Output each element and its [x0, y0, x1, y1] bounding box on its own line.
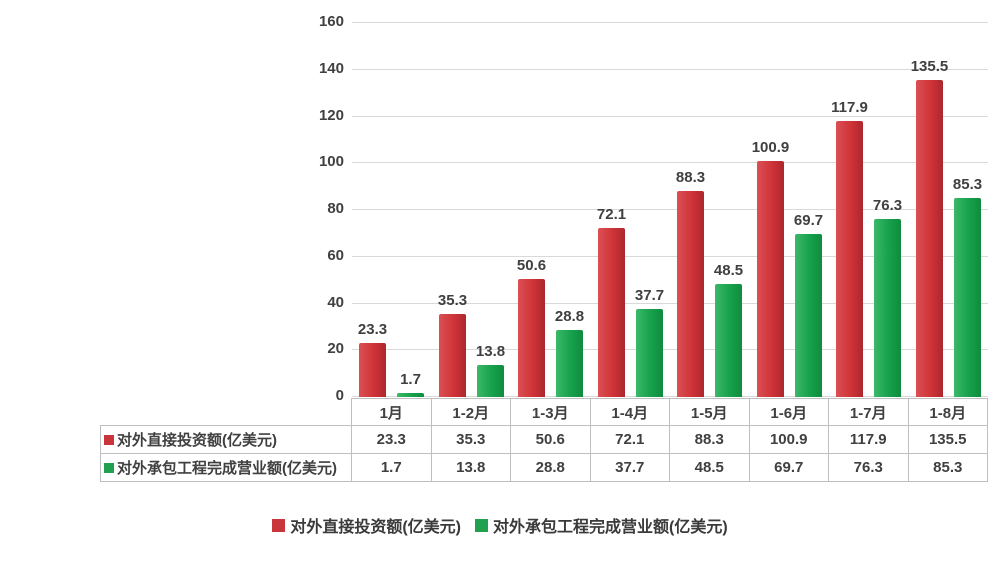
legend-entry: 对外直接投资额(亿美元) [272, 513, 461, 537]
legend-swatch-icon [475, 518, 488, 532]
y-axis-tick-label: 100 [318, 153, 344, 170]
bar-value-label: 1.7 [400, 371, 421, 388]
data-table: 1月 1-2月 1-3月 1-4月 1-5月 1-6月 1-7月 1-8月对外直接投资额(亿美… [100, 398, 988, 482]
bar-series1-1-6月 [757, 161, 784, 397]
y-axis-tick-label: 60 [327, 247, 344, 264]
table-value-cell: 48.5 [670, 454, 750, 482]
table-category-header: 1月 [352, 398, 432, 426]
table-value-cell: 1.7 [352, 454, 432, 482]
bar-value-label: 13.8 [475, 343, 506, 360]
gridline [352, 303, 988, 304]
bar-value-label: 117.9 [831, 99, 868, 116]
bar-series2-1-6月 [795, 234, 822, 397]
bar-value-label: 76.3 [872, 197, 903, 214]
bar-series1-1月 [359, 343, 386, 397]
bar-value-label: 135.5 [910, 58, 949, 75]
series-swatch-icon [104, 462, 114, 473]
table-value-cell: 135.5 [908, 426, 988, 454]
table-category-header: 1-2月 [431, 398, 511, 426]
table-value-cell: 85.3 [908, 454, 988, 482]
bar-series1-1-5月 [677, 191, 704, 397]
bar-series2-1月 [397, 393, 424, 397]
bar-series1-1-4月 [598, 228, 625, 397]
table-series-label: 对外直接投资额(亿美元) [100, 426, 352, 454]
bar-series1-1-2月 [439, 314, 466, 397]
table-value-cell: 50.6 [511, 426, 591, 454]
table-value-cell: 117.9 [829, 426, 909, 454]
y-axis-tick-label: 40 [327, 294, 344, 311]
table-corner-cell [100, 398, 352, 426]
bar-value-label: 72.1 [596, 206, 627, 223]
y-axis-tick-label: 160 [318, 13, 344, 30]
bar-series2-1-7月 [874, 219, 901, 397]
bar-series1-1-7月 [836, 121, 863, 397]
gridline [352, 396, 988, 397]
bar-series2-1-5月 [715, 284, 742, 397]
y-axis-tick-label: 120 [318, 107, 344, 124]
table-value-cell: 35.3 [431, 426, 511, 454]
bar-value-label: 23.3 [357, 321, 388, 338]
bar-series2-1-4月 [636, 309, 663, 397]
table-category-header: 1-4月 [590, 398, 670, 426]
table-value-cell: 28.8 [511, 454, 591, 482]
table-value-cell: 23.3 [352, 426, 432, 454]
table-series-name: 对外直接投资额(亿美元) [117, 432, 277, 449]
legend: 对外直接投资额(亿美元) 对外承包工程完成营业额(亿美元) [0, 512, 1000, 538]
bar-series1-1-3月 [518, 279, 545, 397]
table-value-cell: 69.7 [749, 454, 829, 482]
bar-value-label: 50.6 [516, 257, 547, 274]
gridline [352, 22, 988, 23]
bar-value-label: 37.7 [634, 287, 665, 304]
legend-label: 对外承包工程完成营业额(亿美元) [493, 519, 728, 536]
bar-value-label: 35.3 [437, 292, 468, 309]
gridline [352, 162, 988, 163]
y-axis-tick-label: 0 [335, 387, 344, 404]
table-category-header: 1-3月 [511, 398, 591, 426]
table-series-name: 对外承包工程完成营业额(亿美元) [117, 460, 337, 477]
table-category-header: 1-5月 [670, 398, 750, 426]
legend-entry: 对外承包工程完成营业额(亿美元) [475, 513, 728, 537]
table-series-label: 对外承包工程完成营业额(亿美元) [100, 454, 352, 482]
legend-label: 对外直接投资额(亿美元) [290, 519, 461, 536]
y-axis-tick-label: 140 [318, 60, 344, 77]
gridline [352, 349, 988, 350]
y-axis-tick-label: 80 [327, 200, 344, 217]
bar-value-label: 85.3 [952, 176, 983, 193]
bar-series2-1-2月 [477, 365, 504, 397]
bar-series1-1-8月 [916, 80, 943, 397]
bar-value-label: 69.7 [793, 212, 824, 229]
table-category-header: 1-7月 [829, 398, 909, 426]
bar-series2-1-3月 [556, 330, 583, 397]
table-value-cell: 37.7 [590, 454, 670, 482]
bar-value-label: 28.8 [554, 308, 585, 325]
table-value-cell: 72.1 [590, 426, 670, 454]
table-category-header: 1-6月 [749, 398, 829, 426]
table-category-header: 1-8月 [908, 398, 988, 426]
bar-series2-1-8月 [954, 198, 981, 397]
series-swatch-icon [104, 434, 114, 445]
legend-swatch-icon [272, 518, 286, 532]
table-value-cell: 100.9 [749, 426, 829, 454]
gridline [352, 116, 988, 117]
table-value-cell: 88.3 [670, 426, 750, 454]
gridline [352, 209, 988, 210]
table-value-cell: 76.3 [829, 454, 909, 482]
gridline [352, 256, 988, 257]
gridline [352, 69, 988, 70]
bar-value-label: 48.5 [713, 262, 744, 279]
bar-value-label: 88.3 [675, 169, 706, 186]
bar-value-label: 100.9 [751, 139, 790, 156]
y-axis-tick-label: 20 [327, 340, 344, 357]
table-value-cell: 13.8 [431, 454, 511, 482]
